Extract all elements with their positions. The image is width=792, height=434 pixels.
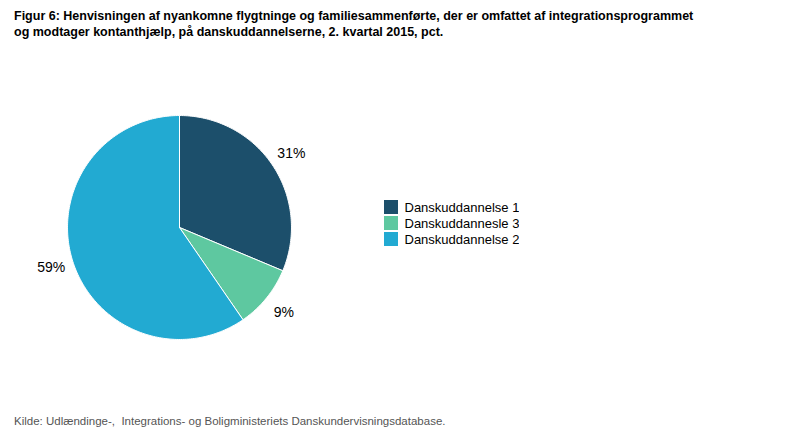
svg-text:31%: 31% (277, 145, 305, 161)
html-text:Figur 6: Henvisningen af nyank: Figur 6: Henvisningen af nyankomne flygt… (14, 9, 694, 23)
svg-text:59%: 59% (37, 259, 65, 275)
html-text:og modtager kontanthjælp, på d: og modtager kontanthjælp, på danskuddann… (14, 25, 444, 39)
html-text:Danskuddannesle 3: Danskuddannesle 3 (404, 215, 520, 231)
html-text:Danskuddannelse 1: Danskuddannelse 1 (404, 199, 520, 215)
svg-text:9%: 9% (274, 304, 294, 320)
html-text:Danskuddannelse 2: Danskuddannelse 2 (404, 231, 520, 247)
html-text:Kilde: Udlændinge-, Integratio: Kilde: Udlændinge-, Integrations- og Bol… (14, 415, 446, 427)
